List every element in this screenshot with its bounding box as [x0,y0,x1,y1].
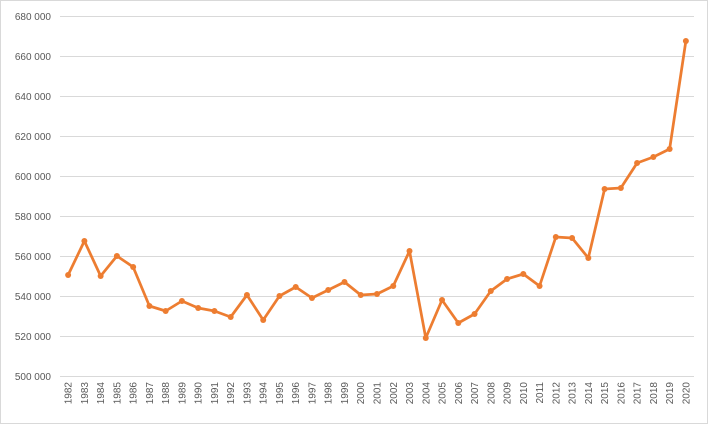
data-point [471,311,478,317]
data-point [341,279,348,285]
data-point [422,335,429,341]
x-tick-label: 2010 [519,382,530,405]
y-tick-label: 580 000 [15,212,52,223]
x-tick-label: 1997 [307,382,318,405]
data-point [650,154,657,160]
x-tick-label: 2006 [454,382,465,405]
x-tick-label: 2013 [568,382,579,405]
data-point [617,185,624,191]
x-tick-label: 1996 [291,382,302,405]
x-tick-label: 2004 [421,382,432,405]
x-tick-label: 1999 [340,382,351,405]
data-point [585,255,592,261]
x-tick-label: 2016 [616,382,627,405]
y-tick-label: 680 000 [15,12,52,23]
data-point [113,253,120,259]
x-tick-label: 1990 [194,382,205,405]
data-point [569,235,576,241]
gridlines [60,16,694,377]
x-tick-label: 1983 [80,382,91,405]
x-tick-label: 1998 [324,382,335,405]
x-tick-label: 2007 [470,382,481,405]
x-tick-label: 1993 [242,382,253,405]
y-tick-label: 520 000 [15,332,52,343]
x-tick-label: 2011 [535,382,546,404]
x-tick-label: 2003 [405,382,416,405]
x-tick-label: 2018 [649,382,660,405]
data-point [211,308,218,314]
data-point [130,264,137,270]
data-point [536,283,543,289]
y-tick-label: 660 000 [15,52,52,63]
data-point [487,288,494,294]
x-tick-label: 2020 [681,382,692,405]
data-point [146,303,153,309]
x-tick-label: 1995 [275,382,286,405]
data-point [439,297,446,303]
data-point [195,305,202,311]
data-point [227,314,234,320]
y-tick-label: 540 000 [15,292,52,303]
x-tick-label: 2001 [373,382,384,405]
x-tick-label: 2014 [584,382,595,405]
x-tick-label: 1991 [210,382,221,405]
x-tick-label: 2019 [665,382,676,405]
x-tick-label: 2008 [486,382,497,405]
data-point [455,320,462,326]
data-point [406,248,413,254]
x-tick-label: 1988 [161,382,172,405]
data-point [504,276,511,282]
data-point [81,238,88,244]
x-axis-tick-labels: 1982 1983 1984 1985 1986 1987 1988 1989 1990 1991… [64,382,693,405]
y-tick-label: 640 000 [15,92,52,103]
data-point [65,272,72,278]
data-point [178,298,185,304]
data-point [520,271,527,277]
y-tick-label: 500 000 [15,372,52,383]
data-point [374,291,380,297]
data-point [552,234,559,240]
x-tick-label: 1994 [259,382,270,405]
data-point [325,287,332,293]
x-tick-label: 1982 [64,382,75,405]
data-point [308,295,315,301]
x-tick-label: 1985 [112,382,123,405]
x-tick-label: 2009 [503,382,514,405]
x-tick-label: 1989 [177,382,188,405]
data-point [243,292,250,298]
y-axis-tick-labels: 500 000 520 000 540 000 560 000 580 000 600 0… [15,12,52,383]
y-tick-label: 620 000 [15,132,52,143]
x-tick-label: 2002 [389,382,400,405]
x-tick-label: 2017 [633,382,644,405]
data-point [634,160,641,166]
data-point [682,38,689,44]
x-tick-label: 1992 [226,382,237,405]
x-tick-label: 2015 [600,382,611,405]
data-point [601,186,608,192]
data-point [390,283,397,289]
series-layer [65,38,689,341]
x-tick-label: 1984 [96,382,107,405]
data-point [666,146,673,152]
data-point [97,273,104,279]
y-tick-label: 560 000 [15,252,52,263]
x-tick-label: 1987 [145,382,156,405]
x-tick-label: 2005 [438,382,449,405]
data-point [276,293,283,299]
data-point [162,308,169,314]
data-point [357,292,364,298]
x-tick-label: 2012 [551,382,562,405]
y-tick-label: 600 000 [15,172,52,183]
x-tick-label: 2000 [356,382,367,405]
data-point [292,284,299,290]
x-tick-label: 1986 [129,382,140,405]
data-point [260,317,267,323]
